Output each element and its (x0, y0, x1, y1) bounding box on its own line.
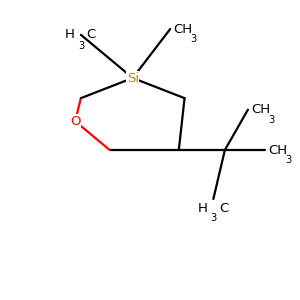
Text: 3: 3 (78, 41, 84, 51)
Text: H: H (65, 28, 75, 41)
Text: CH: CH (173, 22, 192, 35)
Text: C: C (219, 202, 228, 215)
Text: CH: CH (251, 103, 270, 116)
Text: 3: 3 (190, 34, 196, 44)
Text: 3: 3 (268, 115, 274, 125)
Text: 3: 3 (211, 213, 217, 224)
Text: C: C (87, 28, 96, 41)
Text: CH: CH (268, 143, 287, 157)
Text: 3: 3 (285, 155, 292, 165)
Text: H: H (198, 202, 208, 215)
Text: O: O (70, 115, 80, 128)
Text: Si: Si (127, 71, 139, 85)
